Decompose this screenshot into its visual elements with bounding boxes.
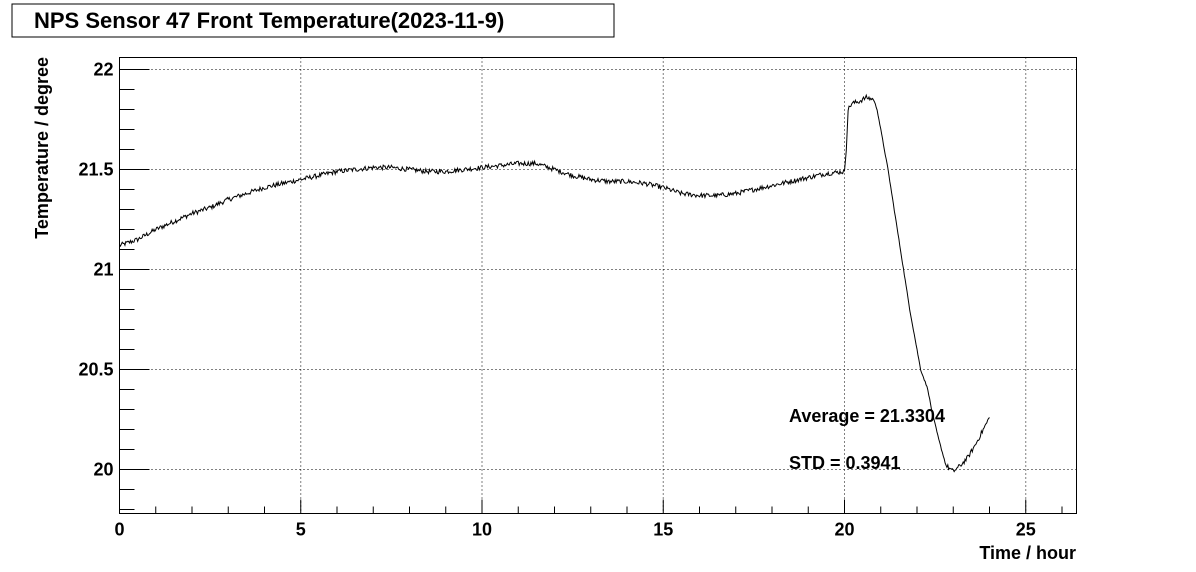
title-box [11,3,615,38]
chart-title: NPS Sensor 47 Front Temperature(2023-11-… [34,8,504,33]
std-annotation: STD = 0.3941 [789,453,901,473]
axes [119,69,1063,514]
plot-frame [119,57,1077,514]
x-tick-label: 0 [114,520,124,540]
y-axis-label: Temperature / degree [32,57,52,239]
y-tick-label: 20.5 [78,360,113,380]
x-tick-label: 20 [834,520,854,540]
y-tick-label: 21 [93,260,113,280]
y-tick-label: 22 [93,60,113,80]
series-layer [119,93,990,473]
x-tick-label: 15 [653,520,673,540]
x-tick-label: 25 [1016,520,1036,540]
y-tick-label: 21.5 [78,160,113,180]
average-annotation: Average = 21.3304 [789,406,945,426]
tick-labels: 0 5 10 15 20 25 20 20.5 21 21.5 22 [78,60,1035,540]
temperature-series-line [119,93,990,473]
x-tick-label: 10 [472,520,492,540]
y-tick-label: 20 [93,460,113,480]
grid [119,57,1077,514]
x-axis-label: Time / hour [979,543,1076,563]
x-tick-label: 5 [296,520,306,540]
